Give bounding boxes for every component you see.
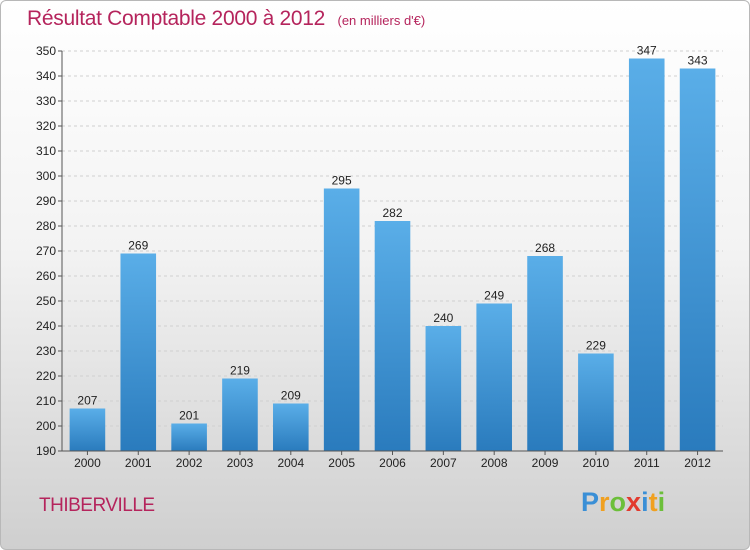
bar-2010 bbox=[578, 353, 614, 451]
y-tick-label: 270 bbox=[36, 244, 56, 258]
bar-2000 bbox=[69, 408, 106, 451]
data-label-2005: 295 bbox=[332, 174, 352, 188]
x-tick-label-2011: 2011 bbox=[634, 456, 660, 470]
x-tick-label-2006: 2006 bbox=[379, 456, 406, 470]
y-tick-label: 250 bbox=[36, 294, 56, 308]
bar-2002 bbox=[171, 423, 207, 451]
commune-name: THIBERVILLE bbox=[39, 495, 155, 516]
data-label-2007: 240 bbox=[433, 311, 453, 325]
data-label-2011: 347 bbox=[637, 44, 657, 58]
y-tick-label: 200 bbox=[36, 419, 56, 433]
x-tick-label-2003: 2003 bbox=[227, 456, 254, 470]
y-tick-label: 220 bbox=[36, 369, 56, 383]
bars: 207 269 201 219 209 295 282 240 249 268 229 347 343 bbox=[69, 44, 716, 451]
data-label-2004: 209 bbox=[281, 389, 301, 403]
y-tick-label: 340 bbox=[36, 69, 56, 83]
y-tick-label: 280 bbox=[36, 219, 56, 233]
x-tick-label-2010: 2010 bbox=[583, 456, 610, 470]
logo-letter: P bbox=[581, 487, 600, 517]
y-tick-label: 310 bbox=[36, 144, 56, 158]
x-tick-label-2000: 2000 bbox=[74, 456, 101, 470]
logo-letter: i bbox=[641, 487, 649, 517]
y-tick-label: 230 bbox=[36, 344, 56, 358]
y-tick-label: 300 bbox=[36, 169, 56, 183]
y-tick-label: 290 bbox=[36, 194, 56, 208]
x-tick-label-2007: 2007 bbox=[430, 456, 457, 470]
y-tick-label: 320 bbox=[36, 119, 56, 133]
bar-2006 bbox=[374, 221, 411, 451]
y-tick-label: 190 bbox=[36, 444, 56, 458]
y-tick-label: 260 bbox=[36, 269, 56, 283]
y-tick-label: 330 bbox=[36, 94, 56, 108]
logo-letter: t bbox=[648, 487, 658, 517]
x-tick-label-2008: 2008 bbox=[481, 456, 508, 470]
data-label-2009: 268 bbox=[535, 241, 555, 255]
chart-subtitle: (en milliers d'€) bbox=[337, 13, 426, 28]
bar-2012 bbox=[679, 68, 716, 451]
bar-2003 bbox=[222, 378, 258, 451]
x-tick-label-2009: 2009 bbox=[532, 456, 559, 470]
logo-letter: i bbox=[657, 487, 666, 517]
bar-2009 bbox=[527, 256, 563, 451]
data-label-2006: 282 bbox=[382, 206, 402, 220]
bar-2008 bbox=[476, 303, 512, 451]
bar-2005 bbox=[323, 188, 360, 451]
x-tick-label-2002: 2002 bbox=[176, 456, 203, 470]
logo-letter: x bbox=[626, 487, 642, 517]
data-label-2010: 229 bbox=[586, 339, 606, 353]
x-tick-label-2005: 2005 bbox=[328, 456, 355, 470]
bar-2011 bbox=[628, 58, 665, 451]
data-label-2002: 201 bbox=[179, 409, 199, 423]
x-tick-label-2012: 2012 bbox=[684, 456, 711, 470]
logo-letter: r bbox=[599, 487, 610, 517]
axes: 190 200 210 220 230 240 250 260 270 280 290 300 310 3… bbox=[36, 44, 723, 470]
chart-title-block: Résultat Comptable 2000 à 2012 (en milli… bbox=[27, 7, 425, 31]
bar-2004 bbox=[273, 403, 309, 451]
bar-2001 bbox=[120, 253, 157, 451]
chart-title: Résultat Comptable 2000 à 2012 bbox=[27, 7, 326, 30]
data-label-2008: 249 bbox=[484, 289, 504, 303]
x-tick-label-2001: 2001 bbox=[125, 456, 152, 470]
x-tick-label-2004: 2004 bbox=[277, 456, 304, 470]
data-label-2000: 207 bbox=[77, 394, 97, 408]
data-label-2001: 269 bbox=[128, 239, 148, 253]
proxiti-logo: Proxiti bbox=[581, 487, 665, 518]
data-label-2003: 219 bbox=[230, 364, 250, 378]
bar-2007 bbox=[425, 326, 462, 451]
logo-letter: o bbox=[609, 487, 627, 517]
y-tick-label: 350 bbox=[36, 44, 56, 58]
data-label-2012: 343 bbox=[688, 54, 708, 68]
y-tick-label: 240 bbox=[36, 319, 56, 333]
y-tick-label: 210 bbox=[36, 394, 56, 408]
